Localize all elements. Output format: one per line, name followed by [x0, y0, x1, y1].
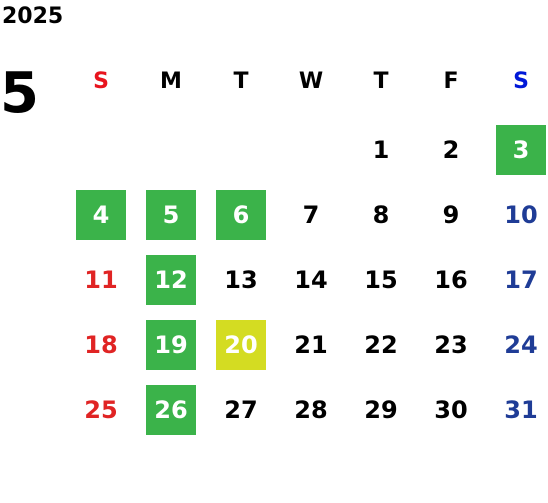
day: 22: [364, 331, 398, 359]
day: 10: [504, 201, 538, 229]
weekday-header: S: [513, 68, 529, 94]
weekday-header: F: [443, 68, 459, 94]
day: 28: [294, 396, 328, 424]
day: 23: [434, 331, 468, 359]
day: 31: [504, 396, 538, 424]
day: 27: [224, 396, 258, 424]
day: 30: [434, 396, 468, 424]
day: 14: [294, 266, 328, 294]
month: 5: [0, 61, 39, 126]
day: 9: [442, 201, 460, 229]
highlighted-day: 20: [216, 320, 266, 370]
day: 17: [504, 266, 538, 294]
highlighted-day: 3: [496, 125, 546, 175]
highlighted-day: 26: [146, 385, 196, 435]
highlighted-day: 19: [146, 320, 196, 370]
day: 24: [504, 331, 538, 359]
day: 8: [372, 201, 390, 229]
day: 1: [372, 136, 390, 164]
highlighted-day: 12: [146, 255, 196, 305]
day: 15: [364, 266, 398, 294]
day: 25: [84, 396, 118, 424]
day: 13: [224, 266, 258, 294]
highlighted-day: 6: [216, 190, 266, 240]
day: 2: [442, 136, 460, 164]
weekday-header: W: [298, 68, 324, 94]
day: 16: [434, 266, 468, 294]
day: 18: [84, 331, 118, 359]
weekday-header: S: [93, 68, 109, 94]
weekday-header: T: [373, 68, 389, 94]
day: 29: [364, 396, 398, 424]
weekday-header: T: [233, 68, 249, 94]
day: 11: [84, 266, 118, 294]
day: 21: [294, 331, 328, 359]
year: 2025: [2, 4, 64, 29]
day: 7: [302, 201, 320, 229]
weekday-header: M: [160, 68, 182, 94]
highlighted-day: 4: [76, 190, 126, 240]
highlighted-day: 5: [146, 190, 196, 240]
